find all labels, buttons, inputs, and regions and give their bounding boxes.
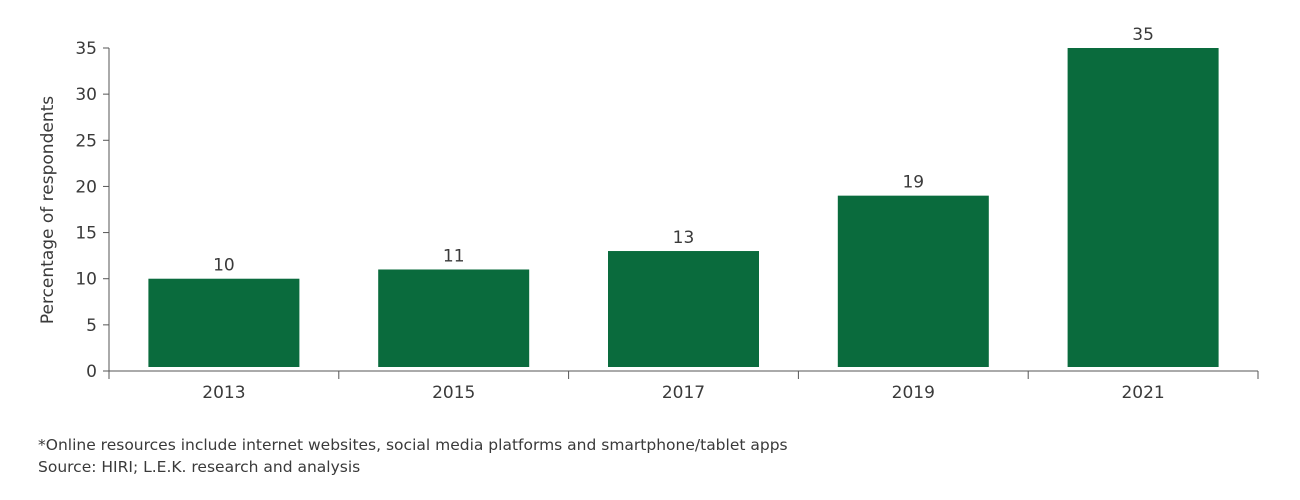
y-tick-label: 20 — [75, 177, 97, 197]
y-tick-label: 15 — [75, 224, 97, 244]
data-label-2015: 11 — [443, 246, 465, 266]
data-label-2021: 35 — [1132, 25, 1154, 45]
y-tick-label: 25 — [75, 131, 97, 151]
data-label-2013: 10 — [213, 256, 235, 276]
bar-2015 — [378, 269, 530, 367]
footnote: *Online resources include internet websi… — [38, 436, 788, 454]
y-tick-label: 5 — [86, 316, 97, 336]
bar-2021 — [1067, 48, 1219, 367]
x-tick-label-2019: 2019 — [892, 383, 935, 403]
x-tick-label-2021: 2021 — [1121, 383, 1164, 403]
y-tick-label: 30 — [75, 85, 97, 105]
y-tick-label: 35 — [75, 39, 97, 59]
y-tick-label: 10 — [75, 270, 97, 290]
x-tick-label-2017: 2017 — [662, 383, 705, 403]
y-axis-label: Percentage of respondents — [38, 96, 58, 324]
source-note: Source: HIRI; L.E.K. research and analys… — [38, 458, 361, 476]
bar-2013 — [148, 278, 300, 367]
bar-2019 — [837, 195, 989, 367]
data-label-2019: 19 — [902, 173, 924, 193]
x-tick-label-2015: 2015 — [432, 383, 475, 403]
y-tick-label: 0 — [86, 362, 97, 382]
x-tick-label-2013: 2013 — [202, 383, 245, 403]
bar-2017 — [608, 251, 759, 367]
data-label-2017: 13 — [673, 228, 695, 248]
bar-chart: Percentage of respondents 0 5 10 15 20 25 30 35… — [38, 25, 1259, 403]
